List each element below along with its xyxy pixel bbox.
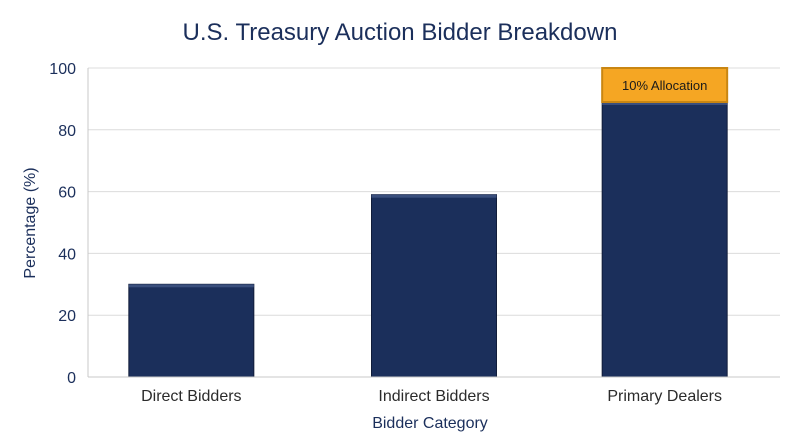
y-tick-label: 0 [67, 370, 76, 387]
allocation-bar [601, 67, 729, 103]
bars: 10% Allocation [128, 67, 729, 378]
y-axis-ticks: 0 20 40 60 80 100 [49, 61, 76, 387]
x-tick-label: Direct Bidders [141, 388, 241, 405]
bar [128, 283, 255, 378]
x-axis-label: Bidder Category [372, 415, 488, 432]
x-tick-label: Indirect Bidders [378, 388, 489, 405]
x-axis-ticks: Direct Bidders Indirect Bidders Primary De… [141, 388, 722, 405]
bar [601, 101, 728, 378]
bar-highlight [371, 194, 497, 198]
y-tick-label: 60 [58, 185, 76, 202]
bar-highlight [602, 101, 728, 105]
bar-highlight [128, 284, 254, 288]
y-axis-label: Percentage (%) [22, 167, 39, 278]
y-tick-label: 40 [58, 246, 76, 263]
y-tick-label: 80 [58, 123, 76, 140]
allocation-annotation: 10% Allocation [622, 78, 707, 93]
x-tick-label: Primary Dealers [607, 388, 722, 405]
y-tick-label: 100 [49, 61, 76, 78]
y-tick-label: 20 [58, 308, 76, 325]
bar [371, 194, 497, 378]
chart-title: U.S. Treasury Auction Bidder Breakdown [183, 19, 618, 46]
